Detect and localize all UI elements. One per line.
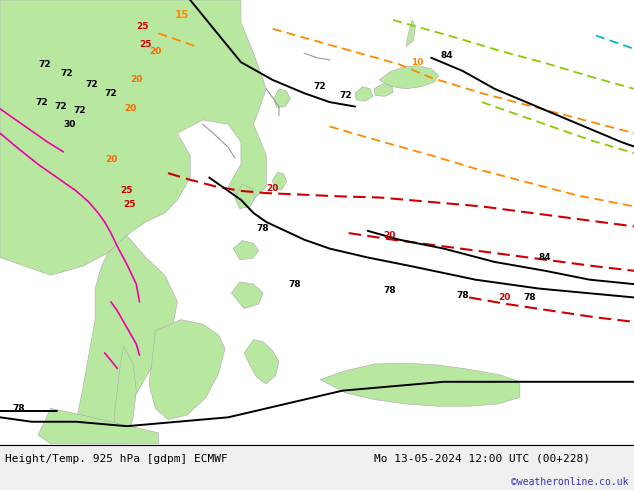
Text: 25: 25 xyxy=(136,22,149,31)
Polygon shape xyxy=(379,66,439,89)
Text: 78: 78 xyxy=(523,293,536,302)
Text: 78: 78 xyxy=(456,291,469,300)
Polygon shape xyxy=(149,319,225,419)
Polygon shape xyxy=(235,184,255,209)
Polygon shape xyxy=(233,241,259,260)
Text: 20: 20 xyxy=(266,184,279,193)
Polygon shape xyxy=(38,409,158,444)
Text: 72: 72 xyxy=(60,69,73,78)
Text: 72: 72 xyxy=(86,80,98,89)
Polygon shape xyxy=(0,0,266,275)
Text: 20: 20 xyxy=(384,231,396,240)
Text: 20: 20 xyxy=(149,47,162,55)
Polygon shape xyxy=(320,363,520,406)
Text: 78: 78 xyxy=(288,280,301,289)
Text: 84: 84 xyxy=(441,51,453,60)
Text: 30: 30 xyxy=(63,120,76,129)
Polygon shape xyxy=(274,89,290,107)
Text: 15: 15 xyxy=(174,10,189,20)
Text: 78: 78 xyxy=(384,286,396,295)
Polygon shape xyxy=(231,282,263,309)
Text: 25: 25 xyxy=(120,186,133,196)
Text: 72: 72 xyxy=(105,89,117,98)
Polygon shape xyxy=(273,172,287,190)
Text: 10: 10 xyxy=(411,58,424,67)
Text: 72: 72 xyxy=(314,82,327,91)
Text: 20: 20 xyxy=(124,104,136,113)
Text: 20: 20 xyxy=(130,75,143,84)
Polygon shape xyxy=(114,346,136,444)
Text: Height/Temp. 925 hPa [gdpm] ECMWF: Height/Temp. 925 hPa [gdpm] ECMWF xyxy=(5,454,228,464)
Text: 78: 78 xyxy=(257,224,269,233)
Polygon shape xyxy=(355,87,373,101)
Text: 25: 25 xyxy=(139,40,152,49)
Text: 72: 72 xyxy=(38,60,51,69)
Polygon shape xyxy=(76,235,178,444)
Text: Mo 13-05-2024 12:00 UTC (00+228): Mo 13-05-2024 12:00 UTC (00+228) xyxy=(374,454,590,464)
Text: 20: 20 xyxy=(498,293,510,302)
Text: 72: 72 xyxy=(73,106,86,116)
Text: 78: 78 xyxy=(13,404,25,413)
Text: 84: 84 xyxy=(539,253,552,262)
Text: 20: 20 xyxy=(105,155,117,164)
Text: 25: 25 xyxy=(124,200,136,209)
Polygon shape xyxy=(244,340,279,384)
Text: ©weatheronline.co.uk: ©weatheronline.co.uk xyxy=(512,477,629,487)
Text: 72: 72 xyxy=(35,98,48,107)
Polygon shape xyxy=(374,83,393,97)
Text: 72: 72 xyxy=(339,91,352,100)
Polygon shape xyxy=(406,20,415,47)
Text: 72: 72 xyxy=(54,102,67,111)
